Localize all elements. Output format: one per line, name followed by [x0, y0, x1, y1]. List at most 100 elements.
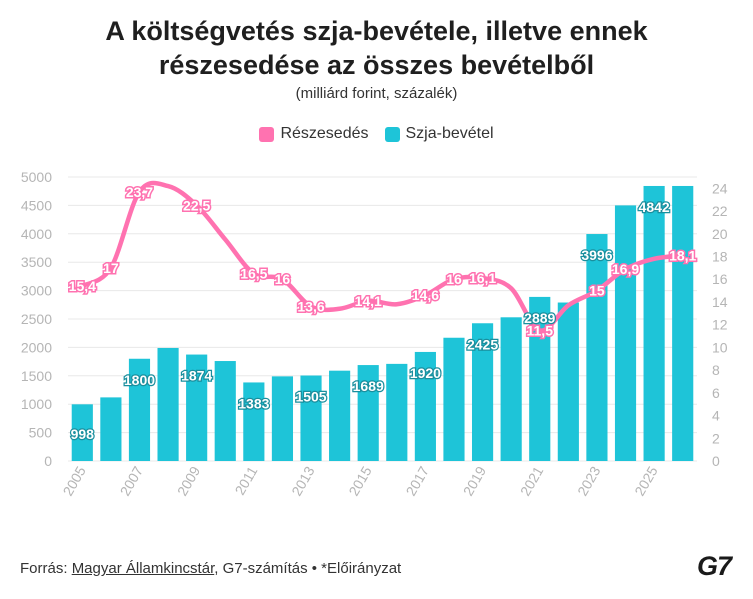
bar-data-label: 1689: [353, 378, 384, 394]
bar-data-label: 2425: [467, 336, 498, 352]
bar-data-label: 2889: [524, 310, 555, 326]
left-axis-tick: 1000: [21, 396, 52, 412]
line-data-label: 13,6: [297, 299, 324, 315]
bar: [500, 317, 522, 461]
title-line-2: részesedése az összes bevételből: [158, 50, 595, 80]
x-axis-tick: 2021: [517, 463, 547, 498]
bar: [243, 382, 265, 461]
chart-subtitle: (milliárd forint, százalék): [295, 85, 458, 102]
bar: [643, 185, 665, 461]
line-data-label: 17: [103, 260, 119, 276]
bar-data-label: 1874: [181, 368, 212, 384]
right-axis-tick: 14: [712, 294, 728, 310]
x-axis-tick: 2009: [174, 463, 204, 498]
bar: [271, 376, 294, 461]
footer-suffix: , G7-számítás • *Előirányzat: [214, 560, 402, 577]
right-axis-tick: 24: [712, 180, 728, 196]
bar: [386, 363, 408, 461]
line-data-label: 18,1: [669, 247, 696, 263]
bar-data-label: 1383: [238, 395, 269, 411]
bar: [329, 370, 351, 461]
bar: [186, 354, 208, 461]
right-axis-tick: 0: [712, 453, 720, 469]
line-data-label: 14,1: [355, 293, 382, 309]
bar-data-label: 1800: [124, 372, 155, 388]
chart-title: A költségvetés szja-bevétele, illetve en…: [0, 14, 753, 82]
bar: [471, 323, 494, 461]
x-axis-tick: 2019: [460, 463, 490, 498]
right-axis-tick: 8: [712, 362, 720, 378]
bar: [672, 185, 694, 461]
left-axis-tick: 3500: [21, 254, 52, 270]
legend-item-revenue[interactable]: Szja-bevétel: [384, 125, 494, 143]
line-data-label: 15: [589, 283, 605, 299]
footer-source: Forrás: Magyar Államkincstár, G7-számítá…: [20, 560, 401, 577]
right-axis-tick: 22: [712, 203, 728, 219]
legend-label-revenue: Szja-bevétel: [405, 125, 494, 142]
share-line: [80, 180, 685, 333]
bar: [586, 234, 608, 461]
bar-data-label: 4842: [639, 199, 670, 215]
legend-swatch-revenue: [384, 126, 400, 142]
left-axis-tick: 5000: [21, 169, 52, 185]
x-axis-tick: 2015: [345, 463, 375, 498]
line-data-label: 15,4: [69, 278, 96, 294]
left-axis-tick: 4000: [21, 226, 52, 242]
legend-item-share[interactable]: Részesedés: [259, 125, 369, 143]
legend-label-share: Részesedés: [280, 125, 369, 142]
g7-logo: G7: [696, 551, 732, 581]
legend-swatch-share: [259, 126, 275, 142]
right-axis-tick: 4: [712, 408, 720, 424]
line-data-label: 16: [446, 271, 462, 287]
left-axis-tick: 2500: [21, 311, 52, 327]
bar: [157, 347, 179, 461]
right-axis-tick: 10: [712, 339, 728, 355]
right-axis-tick: 12: [712, 317, 728, 333]
right-axis-tick: 2: [712, 430, 720, 446]
chart-legend: Részesedés Szja-bevétel: [0, 125, 753, 143]
bar: [529, 296, 551, 461]
bar-data-label: 3996: [581, 247, 612, 263]
bar-data-label: 998: [71, 426, 95, 442]
left-axis-tick: 2000: [21, 339, 52, 355]
footer-prefix: Forrás:: [20, 560, 72, 577]
bar-data-label: 1505: [295, 389, 326, 405]
right-axis-tick: 18: [712, 249, 728, 265]
right-axis-tick: 20: [712, 226, 728, 242]
bar-data-label: 1920: [410, 365, 441, 381]
x-axis-tick: 2023: [574, 463, 604, 498]
line-data-label: 11,5: [527, 322, 554, 338]
line-data-label: 16,1: [469, 270, 496, 286]
left-axis-tick: 500: [29, 425, 53, 441]
line-data-label: 16: [275, 271, 291, 287]
x-axis-tick: 2011: [232, 463, 261, 497]
right-axis-tick: 16: [712, 271, 728, 287]
left-axis-tick: 0: [44, 453, 52, 469]
bar: [100, 397, 122, 461]
bar: [614, 205, 637, 461]
source-link[interactable]: Magyar Államkincstár: [71, 560, 215, 577]
bar: [71, 404, 93, 461]
bar: [557, 302, 579, 461]
line-data-label: 16,5: [240, 266, 267, 282]
left-axis-tick: 3000: [21, 283, 52, 299]
x-axis-tick: 2007: [117, 463, 147, 498]
line-data-label: 23,7: [126, 184, 153, 200]
right-axis-tick: 6: [712, 385, 720, 401]
x-axis-tick: 2013: [288, 463, 318, 498]
line-data-label: 22,5: [183, 197, 210, 213]
x-axis-tick: 2025: [631, 463, 661, 498]
left-axis-tick: 1500: [21, 368, 52, 384]
title-line-1: A költségvetés szja-bevétele, illetve en…: [105, 16, 648, 46]
bar: [214, 361, 236, 461]
bar: [357, 365, 379, 461]
line-data-label: 14,6: [412, 287, 439, 303]
bar: [128, 358, 151, 461]
x-axis-tick: 2017: [403, 463, 433, 498]
bar: [443, 337, 465, 461]
bar: [414, 351, 436, 461]
x-axis-tick: 2005: [59, 463, 89, 498]
left-axis-tick: 4500: [21, 197, 52, 213]
line-data-label: 16,9: [612, 261, 639, 277]
